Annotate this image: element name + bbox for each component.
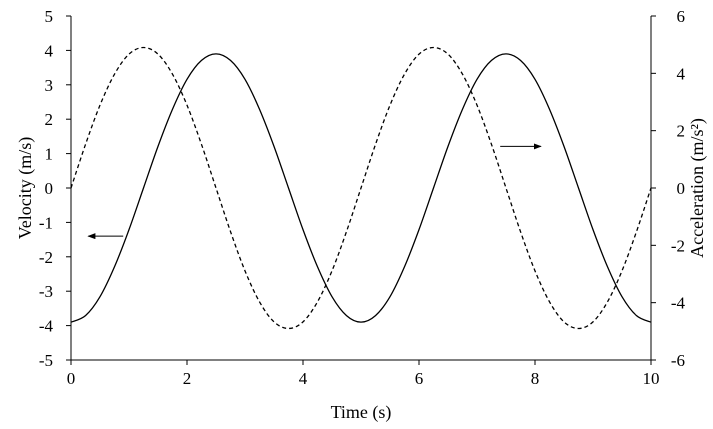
annotation-group <box>87 143 542 240</box>
y-tick-label: -4 <box>39 317 54 336</box>
y2-tick-label: 2 <box>677 122 686 141</box>
plot-area: 0 2 4 6 8 10 -5 -4 -3 -2 -1 0 1 2 3 4 5 -6 -4 -2 0 2 4 6 <box>39 7 686 388</box>
y-tick-label: -2 <box>39 248 53 267</box>
y2-tick-label: -6 <box>671 351 685 370</box>
y-tick-label: 1 <box>45 145 54 164</box>
velocity-series-line <box>70 53 652 323</box>
x-tick-label: 4 <box>299 369 308 388</box>
tick-group: 0 2 4 6 8 10 -5 -4 -3 -2 -1 0 1 2 3 4 5 -6 -4 -2 0 2 4 6 <box>39 7 686 388</box>
x-tick-label: 2 <box>183 369 192 388</box>
y-tick-label: 4 <box>45 41 54 60</box>
acceleration-series-line <box>70 46 652 330</box>
y2-tick-label: 6 <box>677 7 686 26</box>
x-axis-title: Time (s) <box>331 402 392 423</box>
y2-tick-label: -4 <box>671 294 686 313</box>
y2-axis-title: Acceleration (m/s²) <box>687 118 708 258</box>
x-tick-label: 0 <box>67 369 76 388</box>
series-group <box>70 46 652 330</box>
x-tick-label: 6 <box>415 369 424 388</box>
y-axis-title: Velocity (m/s) <box>15 137 36 239</box>
y2-tick-label: 4 <box>677 64 686 83</box>
y2-tick-label: 0 <box>677 179 686 198</box>
y-tick-label: 2 <box>45 110 54 129</box>
y-tick-label: 0 <box>45 179 54 198</box>
y-tick-label: -5 <box>39 351 53 370</box>
x-tick-label: 8 <box>531 369 540 388</box>
y-tick-label: 3 <box>45 76 54 95</box>
y2-tick-label: -2 <box>671 236 685 255</box>
y-tick-label: -3 <box>39 282 53 301</box>
y-tick-label: 5 <box>45 7 54 26</box>
x-tick-label: 10 <box>643 369 660 388</box>
y-tick-label: -1 <box>39 213 53 232</box>
